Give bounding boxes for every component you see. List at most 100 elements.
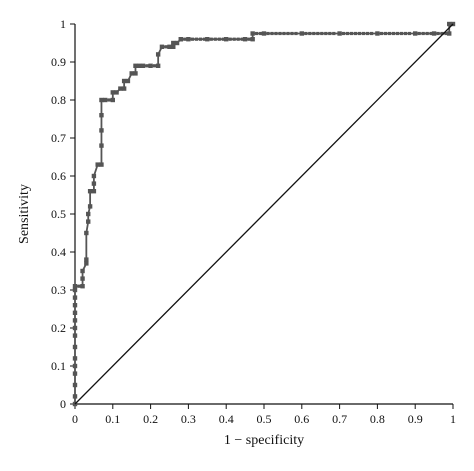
roc-curve-point bbox=[221, 37, 225, 41]
roc-curve-point bbox=[174, 40, 180, 46]
x-axis-title: 1 − specificity bbox=[224, 433, 304, 448]
roc-curve-point bbox=[137, 63, 142, 68]
roc-curve-point bbox=[164, 45, 168, 49]
roc-curve-point bbox=[84, 257, 89, 262]
roc-curve-point bbox=[224, 37, 229, 42]
roc-curve-point bbox=[294, 31, 298, 36]
roc-curve-point bbox=[84, 261, 89, 266]
roc-curve-point bbox=[444, 31, 448, 36]
roc-curve-point bbox=[421, 31, 425, 36]
roc-curve-point bbox=[148, 63, 153, 68]
roc-curve-point bbox=[342, 31, 346, 36]
roc-curve-point bbox=[278, 31, 282, 36]
y-tick-label: 1 bbox=[60, 17, 66, 31]
roc-curve-point bbox=[72, 318, 78, 323]
roc-curve-point bbox=[186, 37, 191, 42]
roc-curve-point bbox=[255, 31, 259, 36]
roc-curve-point bbox=[133, 71, 138, 76]
roc-curve-point bbox=[328, 31, 332, 36]
roc-curve-point bbox=[190, 37, 194, 41]
y-tick-label: 0.2 bbox=[51, 321, 66, 335]
roc-curve-point bbox=[282, 31, 286, 36]
roc-curve-point bbox=[171, 40, 176, 46]
y-tick-label: 0.8 bbox=[51, 93, 66, 107]
roc-curve-point bbox=[299, 31, 304, 36]
roc-curve-point bbox=[114, 90, 119, 95]
roc-curve-point bbox=[72, 382, 78, 388]
roc-curve-point bbox=[304, 31, 308, 36]
x-tick-label: 0.3 bbox=[181, 412, 196, 426]
roc-curve-point bbox=[228, 37, 232, 41]
y-tick-label: 0.6 bbox=[51, 169, 66, 183]
roc-curve-point bbox=[159, 44, 165, 49]
roc-curve-point bbox=[155, 52, 161, 57]
roc-curve-point bbox=[312, 31, 316, 36]
roc-curve-point bbox=[140, 63, 146, 68]
roc-curve-point bbox=[153, 64, 157, 68]
roc-curve-point bbox=[171, 44, 176, 49]
roc-curve-point bbox=[395, 31, 399, 36]
roc-curve-point bbox=[261, 31, 267, 36]
roc-curve-point bbox=[107, 98, 111, 102]
x-tick-label: 0.7 bbox=[332, 412, 347, 426]
roc-curve-point bbox=[72, 394, 78, 399]
roc-curve-point bbox=[86, 219, 91, 224]
roc-curve-point bbox=[436, 31, 440, 36]
x-tick-label: 0.1 bbox=[105, 412, 120, 426]
roc-curve-point bbox=[103, 97, 108, 103]
roc-curve-point bbox=[403, 31, 407, 36]
x-tick-label: 0.5 bbox=[257, 412, 272, 426]
roc-curve-series bbox=[72, 21, 456, 407]
roc-curve-point bbox=[72, 371, 78, 376]
y-tick-label: 0.4 bbox=[51, 245, 66, 259]
y-tick-label: 0.5 bbox=[51, 207, 66, 221]
y-tick-label: 0.1 bbox=[51, 359, 66, 373]
roc-curve-point bbox=[266, 31, 270, 36]
roc-curve-point bbox=[91, 189, 97, 194]
roc-curve-point bbox=[447, 21, 452, 27]
y-tick-label: 0 bbox=[60, 397, 66, 411]
roc-curve-point bbox=[118, 86, 123, 91]
roc-curve-point bbox=[209, 37, 213, 41]
roc-curve-point bbox=[91, 173, 97, 179]
roc-curve-point bbox=[259, 31, 263, 36]
y-tick-label: 0.7 bbox=[51, 131, 66, 145]
roc-curve-point bbox=[87, 189, 93, 194]
roc-curve-point bbox=[270, 31, 274, 36]
roc-curve-point bbox=[72, 325, 78, 331]
reference-diagonal-line bbox=[74, 23, 454, 405]
y-tick-label: 0.3 bbox=[51, 283, 66, 297]
x-tick-label: 0 bbox=[72, 412, 78, 426]
roc-curve-point bbox=[167, 44, 172, 49]
roc-curve-point bbox=[417, 31, 421, 36]
roc-curve-point bbox=[183, 37, 187, 41]
roc-curve-point bbox=[99, 113, 104, 118]
roc-curve-point bbox=[72, 303, 78, 308]
roc-curve-point bbox=[232, 37, 236, 41]
roc-curve-point bbox=[99, 128, 104, 133]
roc-curve-point bbox=[217, 37, 221, 41]
roc-curve-point bbox=[425, 31, 429, 36]
roc-curve-point bbox=[320, 31, 324, 36]
roc-curve-point bbox=[250, 37, 255, 42]
roc-curve-point bbox=[80, 268, 85, 274]
roc-curve-point bbox=[308, 31, 312, 36]
roc-curve-point bbox=[447, 31, 452, 36]
roc-curve-point bbox=[99, 162, 104, 167]
axes: 0 0.1 0.2 0.3 0.4 0.5 0.6 0.7 0.8 0.9 1 0 0.1 0.2 0.3 0… bbox=[51, 17, 456, 426]
y-tick-label: 0.9 bbox=[51, 55, 66, 69]
roc-curve-point bbox=[202, 37, 206, 41]
series-layer bbox=[72, 21, 456, 407]
roc-curve-point bbox=[274, 31, 278, 36]
x-tick-label: 0.4 bbox=[219, 412, 234, 426]
roc-curve-point bbox=[337, 31, 342, 36]
roc-curve-point bbox=[80, 284, 85, 289]
roc-curve-point bbox=[350, 31, 354, 36]
roc-curve-point bbox=[247, 37, 251, 41]
roc-curve-point bbox=[286, 31, 290, 36]
roc-curve-point bbox=[383, 31, 387, 36]
roc-curve-point bbox=[72, 310, 78, 315]
roc-curve-point bbox=[72, 284, 78, 289]
roc-curve-point bbox=[242, 37, 248, 42]
